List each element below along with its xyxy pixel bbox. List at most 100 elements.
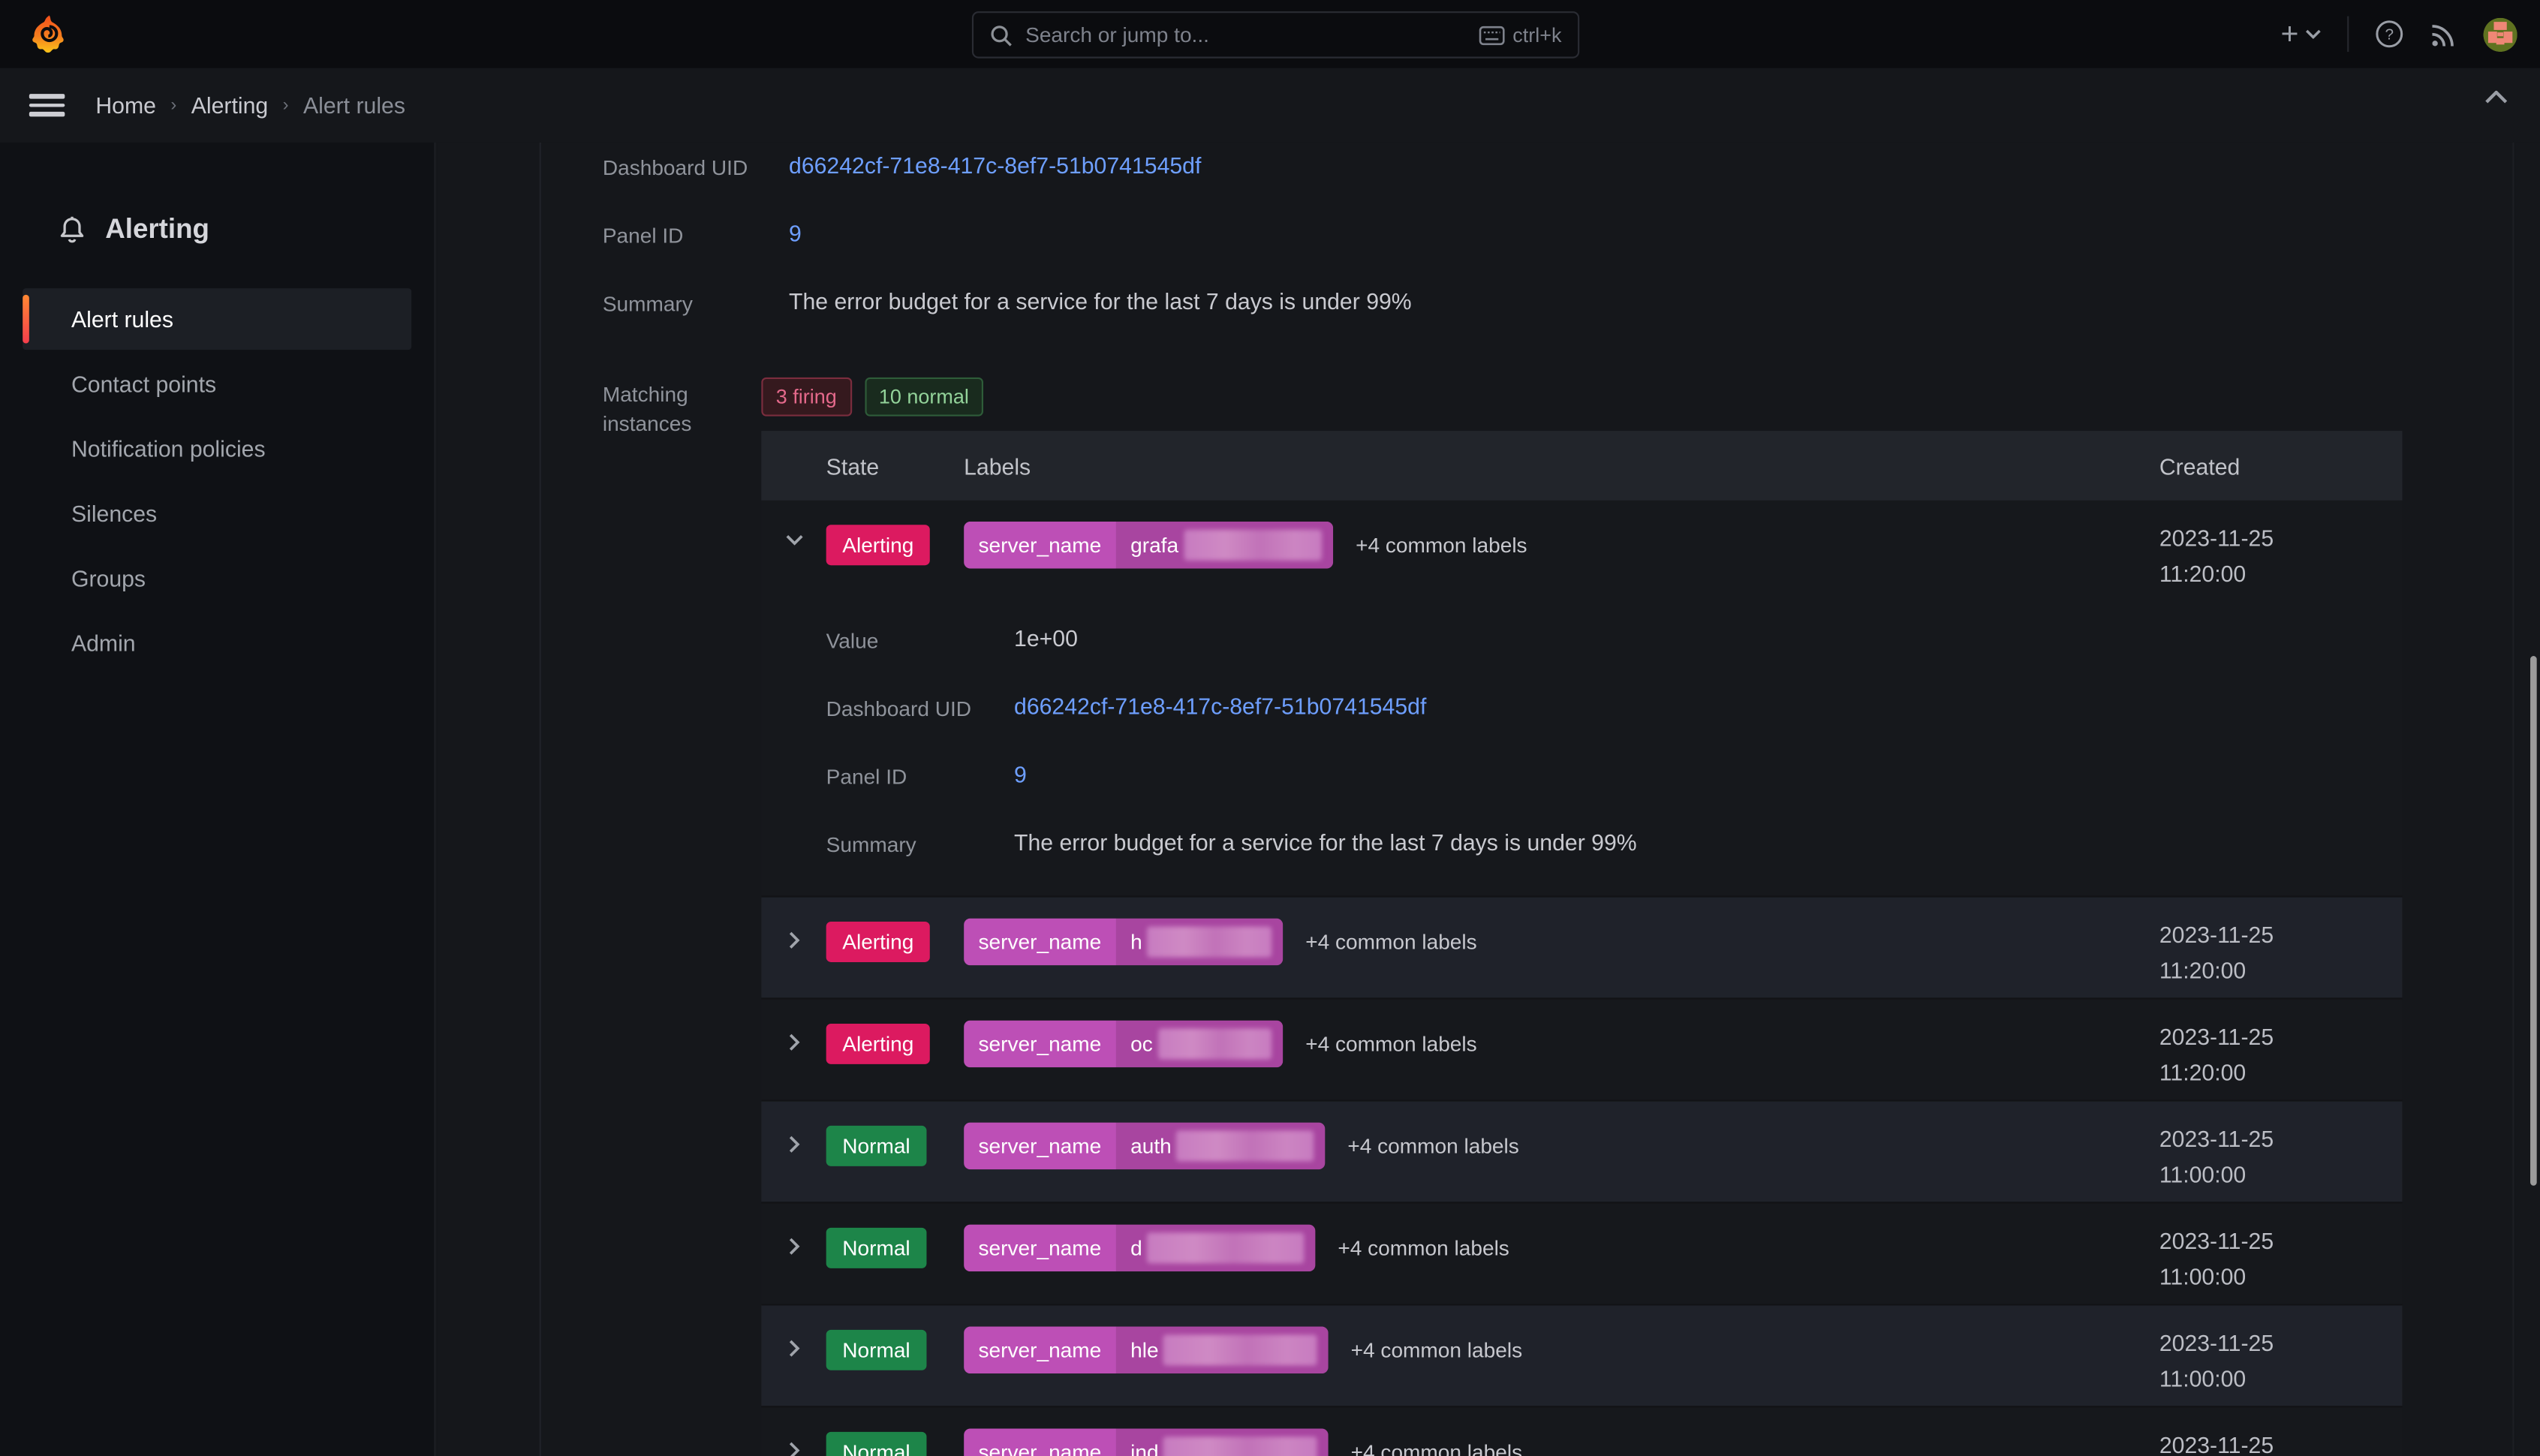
keyboard-icon xyxy=(1479,25,1505,45)
indent-guideline xyxy=(539,142,541,1456)
normal-count-badge: 10 normal xyxy=(864,377,984,417)
instance-row: Normal server_name d +4 common labels xyxy=(761,1202,2403,1304)
sidebar-item-groups[interactable]: Groups xyxy=(71,565,146,591)
field-dashboard-uid: Dashboard UID d66242cf-71e8-417c-8ef7-51… xyxy=(602,152,1202,180)
instance-row: Alerting server_name h +4 common labels xyxy=(761,895,2403,998)
sidebar-item-contact-points[interactable]: Contact points xyxy=(71,371,217,397)
svg-text:?: ? xyxy=(2385,26,2394,44)
redacted-label-value xyxy=(1183,529,1322,561)
label-value-prefix: h xyxy=(1130,929,1142,955)
menu-toggle-icon[interactable] xyxy=(29,94,65,117)
label-key: server_name xyxy=(964,1224,1116,1272)
state-pill: Normal xyxy=(826,1431,927,1456)
collapse-header-button[interactable] xyxy=(2485,90,2508,104)
label-value-prefix: hle xyxy=(1130,1337,1159,1363)
sidebar-item-silences[interactable]: Silences xyxy=(71,500,158,527)
common-labels-text: +4 common labels xyxy=(1356,533,1527,558)
detail-summary: Summary The error budget for a service f… xyxy=(826,829,1637,857)
expand-row-button[interactable] xyxy=(761,913,826,949)
state-pill: Normal xyxy=(826,1227,927,1268)
state-pill: Normal xyxy=(826,1125,927,1166)
redacted-label-value xyxy=(1147,1232,1305,1264)
sidebar-item-notification-policies[interactable]: Notification policies xyxy=(71,435,266,462)
detail-dashboard-uid: Dashboard UID d66242cf-71e8-417c-8ef7-51… xyxy=(826,693,1427,721)
label-pill-server-name: server_name hle xyxy=(964,1326,1329,1374)
label-key: server_name xyxy=(964,1326,1116,1374)
new-button[interactable]: + xyxy=(2280,19,2321,50)
expand-row-button[interactable] xyxy=(761,1424,826,1456)
plus-icon: + xyxy=(2280,17,2299,51)
help-icon[interactable]: ? xyxy=(2375,20,2404,49)
top-navbar: Search or jump to... ctrl+k + ? xyxy=(0,0,2540,68)
chevron-down-icon xyxy=(785,535,802,546)
dashboard-uid-link[interactable]: d66242cf-71e8-417c-8ef7-51b0741545df xyxy=(1014,693,1427,720)
chevron-right-icon xyxy=(788,1238,799,1255)
created-date: 2023-11-25 xyxy=(2159,1227,2274,1254)
created-date: 2023-11-25 xyxy=(2159,1329,2274,1356)
sidebar-item-alert-rules[interactable]: Alert rules xyxy=(23,288,412,350)
expand-row-button[interactable] xyxy=(761,1322,826,1357)
detail-panel-id: Panel ID 9 xyxy=(826,761,1027,790)
label-key: server_name xyxy=(964,1428,1116,1456)
label-value-prefix: grafa xyxy=(1130,533,1179,558)
expand-row-button[interactable] xyxy=(761,1118,826,1153)
grafana-logo-icon[interactable] xyxy=(31,13,68,55)
detail-value: Value 1e+00 xyxy=(826,625,1078,653)
breadcrumb-home[interactable]: Home xyxy=(95,92,156,119)
created-time: 11:20:00 xyxy=(2159,1059,2247,1085)
created-cell: 2023-11-25 11:00:00 xyxy=(2159,1322,2403,1396)
expand-row-button[interactable] xyxy=(761,1220,826,1255)
rule-annotations: Dashboard UID d66242cf-71e8-417c-8ef7-51… xyxy=(603,143,2435,319)
panel-id-link[interactable]: 9 xyxy=(789,220,802,247)
breadcrumb-alerting[interactable]: Alerting xyxy=(191,92,269,119)
created-date: 2023-11-25 xyxy=(2159,921,2274,948)
instance-row: Normal server_name auth +4 common labels xyxy=(761,1100,2403,1202)
common-labels-text: +4 common labels xyxy=(1305,1031,1477,1057)
breadcrumb-bar: Home › Alerting › Alert rules xyxy=(0,68,2540,143)
label-value-prefix: d xyxy=(1130,1235,1142,1261)
label-pill-server-name: server_name ind xyxy=(964,1428,1329,1456)
news-rss-icon[interactable] xyxy=(2430,20,2457,48)
label-key: server_name xyxy=(964,1020,1116,1068)
sidebar-item-admin[interactable]: Admin xyxy=(71,630,136,657)
redacted-label-value xyxy=(1163,1436,1317,1456)
page-scrollbar[interactable] xyxy=(2530,656,2537,1186)
label-pill-server-name: server_name d xyxy=(964,1224,1316,1272)
search-placeholder: Search or jump to... xyxy=(1025,23,1209,47)
created-time: 11:00:00 xyxy=(2159,1365,2247,1391)
label-value-prefix: ind xyxy=(1130,1439,1159,1456)
breadcrumb: Home › Alerting › Alert rules xyxy=(95,92,405,119)
field-summary: Summary The error budget for a service f… xyxy=(602,288,1412,316)
chevron-right-icon xyxy=(788,1442,799,1456)
field-panel-id: Panel ID 9 xyxy=(602,220,802,248)
dashboard-uid-link[interactable]: d66242cf-71e8-417c-8ef7-51b0741545df xyxy=(789,152,1202,179)
common-labels-text: +4 common labels xyxy=(1305,929,1477,955)
navbar-divider xyxy=(2347,16,2349,53)
created-cell: 2023-11-25 11:00:00 xyxy=(2159,1220,2403,1294)
instance-state-badges: 3 firing 10 normal xyxy=(761,377,2434,417)
redacted-label-value xyxy=(1157,1028,1272,1060)
label-value-prefix: oc xyxy=(1130,1031,1153,1057)
label-key: server_name xyxy=(964,521,1116,569)
label-key: server_name xyxy=(964,918,1116,966)
state-pill: Alerting xyxy=(826,525,930,566)
content-right-border xyxy=(2512,142,2514,1456)
created-cell: 2023-11-25 11:00:00 xyxy=(2159,1118,2403,1192)
chevron-right-icon xyxy=(788,1340,799,1357)
expand-row-button[interactable] xyxy=(761,1015,826,1051)
common-labels-text: +4 common labels xyxy=(1350,1337,1523,1363)
sidebar-section-title: Alerting xyxy=(59,214,435,246)
breadcrumb-separator-icon: › xyxy=(282,95,289,116)
created-cell: 2023-11-25 11:20:00 xyxy=(2159,913,2403,988)
collapse-row-button[interactable] xyxy=(761,516,826,546)
instance-row: Alerting server_name oc +4 common labels xyxy=(761,997,2403,1100)
user-avatar[interactable] xyxy=(2483,17,2517,51)
sidebar-nav: Alert rules Contact points Notification … xyxy=(0,288,434,674)
rule-details-panel: Dashboard UID d66242cf-71e8-417c-8ef7-51… xyxy=(437,142,2516,1456)
search-input[interactable]: Search or jump to... ctrl+k xyxy=(971,11,1580,59)
matching-instances-label: Matching instances xyxy=(602,382,692,436)
state-pill: Alerting xyxy=(826,921,930,962)
created-time: 11:20:00 xyxy=(2159,560,2247,587)
panel-id-link[interactable]: 9 xyxy=(1014,761,1027,787)
